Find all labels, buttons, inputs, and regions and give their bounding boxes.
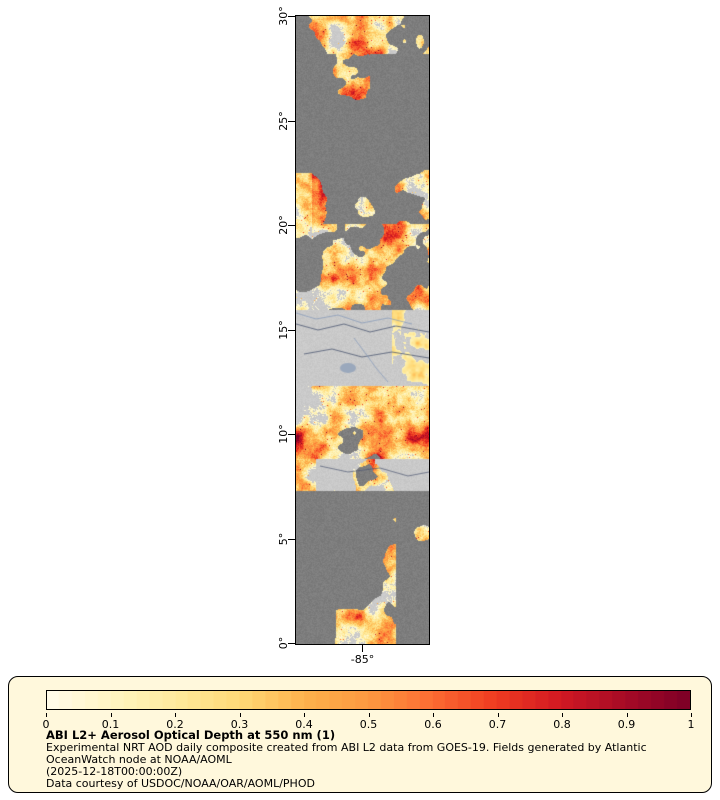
y-axis-tick xyxy=(288,643,295,644)
legend-credit: Data courtesy of USDOC/NOAA/OAR/AOML/PHO… xyxy=(46,777,315,790)
y-axis-tick-label: 30° xyxy=(277,6,290,26)
y-axis-tick xyxy=(288,434,295,435)
colorbar-tick-label: 0 xyxy=(42,718,50,731)
colorbar-tick xyxy=(46,713,47,717)
y-axis-tick xyxy=(288,121,295,122)
y-axis-tick-label: 0° xyxy=(277,636,290,650)
y-axis-tick xyxy=(288,330,295,331)
x-axis-tick xyxy=(362,645,363,652)
colorbar-tick-label: 0.5 xyxy=(359,718,378,731)
colorbar-tick xyxy=(304,713,305,717)
aod-map-image xyxy=(296,16,429,644)
legend-text: ABI L2+ Aerosol Optical Depth at 550 nm … xyxy=(46,729,688,790)
colorbar-tick xyxy=(239,713,241,717)
legend-title: ABI L2+ Aerosol Optical Depth at 550 nm … xyxy=(46,728,336,742)
colorbar-tick xyxy=(175,713,176,717)
colorbar-tick-label: 0.3 xyxy=(230,718,249,731)
legend-timestamp: (2025-12-18T00:00:00Z) xyxy=(46,765,183,778)
y-axis-tick-label: 20° xyxy=(277,215,290,235)
map-plot: 30° 25° 20° 15° 10° 5° 0° -85° xyxy=(277,6,430,666)
colorbar-tick-label: 0.7 xyxy=(488,718,507,731)
colorbar-tick-label: 0.1 xyxy=(101,718,120,731)
colorbar-area: 0 0.1 0.2 0.3 0.4 0.5 0.6 0.7 0.8 0.9 1 xyxy=(42,690,695,732)
colorbar-tick xyxy=(691,713,692,717)
colorbar-tick-label: 0.2 xyxy=(166,718,184,731)
colorbar-tick-label: 0.8 xyxy=(553,718,571,731)
colorbar-tick-label: 0.6 xyxy=(424,718,442,731)
y-axis-tick xyxy=(288,539,295,540)
legend-description: Experimental NRT AOD daily composite cre… xyxy=(46,741,647,766)
y-axis-tick xyxy=(288,225,295,226)
legend-panel: 0 0.1 0.2 0.3 0.4 0.5 0.6 0.7 0.8 0.9 1 … xyxy=(8,676,712,793)
colorbar-tick xyxy=(626,713,628,717)
colorbar-tick-label: 0.4 xyxy=(295,718,313,731)
colorbar xyxy=(46,690,691,710)
colorbar-tick-label: 0.9 xyxy=(617,718,636,731)
x-axis-tick-label: -85° xyxy=(350,653,375,666)
colorbar-tick xyxy=(497,713,499,717)
y-axis-tick-label: 15° xyxy=(277,320,290,340)
colorbar-tick xyxy=(433,713,434,717)
y-axis-tick-label: 5° xyxy=(277,532,290,546)
y-axis-tick-label: 10° xyxy=(277,424,290,444)
y-axis-tick-label: 25° xyxy=(277,111,290,131)
colorbar-tick xyxy=(110,713,112,717)
colorbar-tick xyxy=(368,713,370,717)
colorbar-tick-label: 1 xyxy=(687,718,695,731)
colorbar-tick xyxy=(562,713,563,717)
y-axis-tick xyxy=(288,16,295,17)
